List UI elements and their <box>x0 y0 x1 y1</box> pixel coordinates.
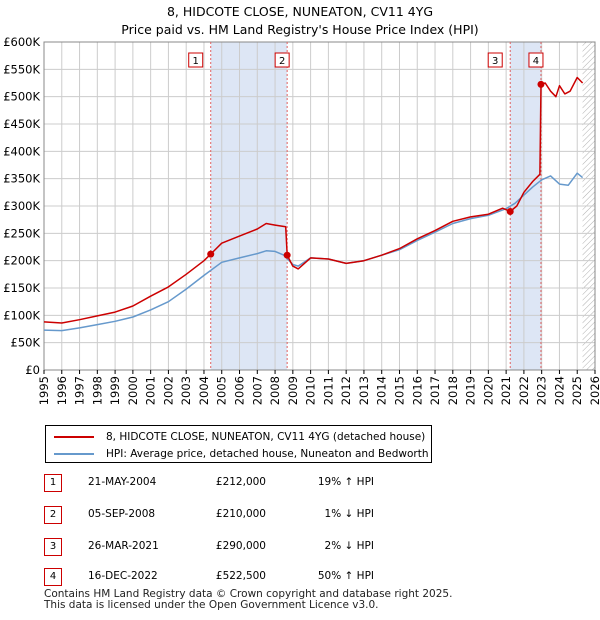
x-tick-label: 2012 <box>339 376 353 405</box>
legend-price-label: 8, HIDCOTE CLOSE, NUNEATON, CV11 4YG (de… <box>106 431 426 443</box>
x-tick-label: 1999 <box>108 376 122 405</box>
x-tick-label: 2016 <box>410 376 424 405</box>
sale-point <box>207 250 215 258</box>
x-tick-label: 2011 <box>321 376 335 405</box>
legend-item-hpi: HPI: Average price, detached house, Nune… <box>54 446 428 462</box>
x-tick-label: 1995 <box>37 376 51 405</box>
sale-number-badge: 4 <box>44 568 62 586</box>
y-tick-label: £150K <box>3 281 40 295</box>
sale-label-text: 2 <box>279 56 285 67</box>
x-tick-label: 2001 <box>144 376 158 405</box>
footer-copyright: Contains HM Land Registry data © Crown c… <box>44 588 453 600</box>
legend-hpi-label: HPI: Average price, detached house, Nune… <box>106 448 429 460</box>
sale-price: £210,000 <box>215 508 266 520</box>
x-tick-label: 2003 <box>179 376 193 405</box>
sale-hpi-change: 1% ↓ HPI <box>324 508 374 520</box>
x-tick-label: 2019 <box>464 376 478 405</box>
sale-label-box: 2 <box>274 52 290 68</box>
sale-price: £522,500 <box>215 570 266 582</box>
sale-price: £290,000 <box>215 540 266 552</box>
chart-subtitle: Price paid vs. HM Land Registry's House … <box>121 22 479 37</box>
sale-label-frame <box>188 52 204 68</box>
x-tick-label: 2025 <box>570 376 584 405</box>
x-tick-label: 2009 <box>286 376 300 405</box>
x-tick-label: 2017 <box>428 376 442 405</box>
x-tick-label: 2022 <box>517 376 531 405</box>
sale-label-text: 3 <box>492 56 498 67</box>
y-tick-label: £350K <box>3 172 40 186</box>
x-tick-label: 2020 <box>481 376 495 405</box>
sale-label-box: 4 <box>528 52 544 68</box>
x-tick-label: 2000 <box>126 376 140 405</box>
sale-label-text: 1 <box>193 56 199 67</box>
y-tick-label: £250K <box>3 226 40 240</box>
sale-label-text: 4 <box>533 56 539 67</box>
legend-hpi-swatch <box>54 453 94 455</box>
y-tick-label: £100K <box>3 308 40 322</box>
sale-label-frame <box>274 52 290 68</box>
x-tick-label: 2005 <box>215 376 229 405</box>
x-tick-label: 2014 <box>375 376 389 405</box>
legend: 8, HIDCOTE CLOSE, NUNEATON, CV11 4YG (de… <box>45 425 432 463</box>
price-chart: £0 £50K £100K £150K £200K £250K £300K £350K £400… <box>3 35 600 405</box>
sale-point <box>506 207 514 215</box>
x-tick-label: 2010 <box>304 376 318 405</box>
x-tick-label: 1998 <box>90 376 104 405</box>
x-tick-label: 2018 <box>446 376 460 405</box>
sale-number-badge: 1 <box>44 474 62 492</box>
y-tick-label: £400K <box>3 144 40 158</box>
sale-label-frame <box>487 52 503 68</box>
sale-date: 05-SEP-2008 <box>88 508 156 520</box>
y-tick-label: £0 <box>25 363 40 377</box>
sale-label-frame <box>528 52 544 68</box>
x-tick-label: 2023 <box>535 376 549 405</box>
sale-label-box: 3 <box>487 52 503 68</box>
sale-label-box: 1 <box>188 52 204 68</box>
x-tick-label: 2008 <box>268 376 282 405</box>
sale-date: 26-MAR-2021 <box>88 540 159 552</box>
sale-date: 16-DEC-2022 <box>88 570 158 582</box>
x-tick-label: 2006 <box>233 376 247 405</box>
x-tick-label: 1996 <box>55 376 69 405</box>
price-paid-line <box>43 76 584 324</box>
sale-point <box>283 251 291 259</box>
y-tick-label: £300K <box>3 199 40 213</box>
y-tick-label: £200K <box>3 254 40 268</box>
y-tick-label: £600K <box>3 35 40 49</box>
sale-price: £212,000 <box>215 476 266 488</box>
y-tick-label: £450K <box>3 117 40 131</box>
sale-number-badge: 2 <box>44 506 62 524</box>
x-tick-label: 2013 <box>357 376 371 405</box>
sale-number-badge: 3 <box>44 538 62 556</box>
sale-hpi-change: 50% ↑ HPI <box>317 570 374 582</box>
y-tick-label: £500K <box>3 90 40 104</box>
sale-date: 21-MAY-2004 <box>88 476 157 488</box>
x-tick-label: 2021 <box>499 376 513 405</box>
sale-hpi-change: 2% ↓ HPI <box>324 540 374 552</box>
y-tick-label: £50K <box>11 336 41 350</box>
x-tick-label: 2007 <box>250 376 264 405</box>
sale-point <box>537 80 545 88</box>
x-tick-label: 1997 <box>73 376 87 405</box>
sale-hpi-change: 19% ↑ HPI <box>317 476 374 488</box>
x-tick-label: 2002 <box>161 376 175 405</box>
x-tick-label: 2024 <box>552 376 566 405</box>
x-tick-label: 2026 <box>588 376 600 405</box>
legend-item-price: 8, HIDCOTE CLOSE, NUNEATON, CV11 4YG (de… <box>54 429 425 445</box>
hpi-line <box>43 172 584 332</box>
x-tick-label: 2004 <box>197 376 211 405</box>
legend-price-swatch <box>54 436 94 438</box>
x-tick-label: 2015 <box>392 376 406 405</box>
footer: Contains HM Land Registry data © Crown c… <box>44 589 452 611</box>
footer-license: This data is licensed under the Open Gov… <box>44 599 379 611</box>
plot-frame <box>43 41 596 371</box>
y-tick-label: £550K <box>3 62 40 76</box>
chart-title: 8, HIDCOTE CLOSE, NUNEATON, CV11 4YG <box>166 4 434 19</box>
